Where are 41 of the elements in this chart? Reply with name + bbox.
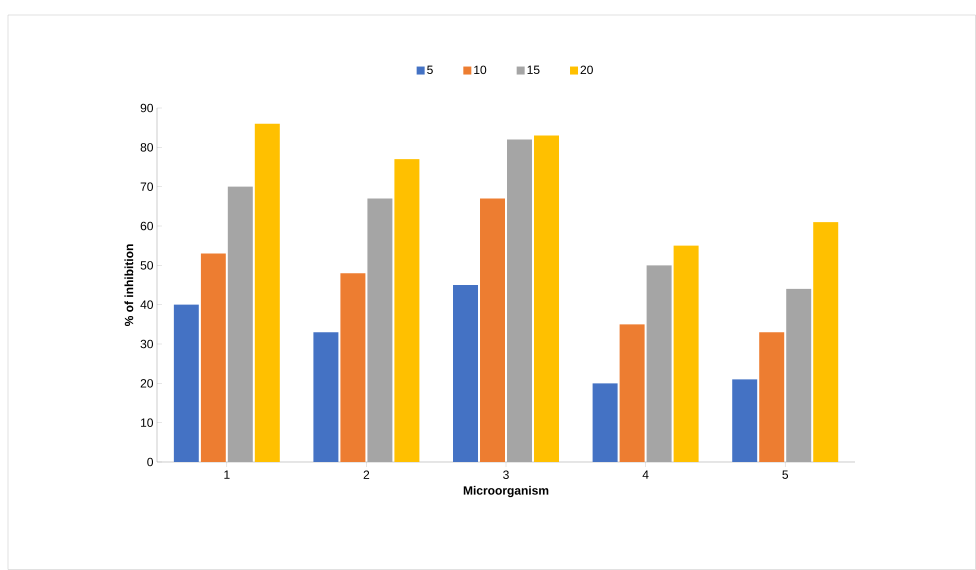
bar [507, 139, 532, 462]
y-tick-label: 50 [140, 261, 154, 270]
y-axis-title: % of inhibition [124, 244, 134, 326]
y-tick-label: 80 [140, 143, 154, 152]
legend-label: 10 [474, 66, 486, 74]
bar [786, 288, 812, 462]
y-tick-label: 30 [140, 340, 154, 348]
x-tick-label: 4 [642, 470, 649, 479]
bar [646, 265, 672, 462]
bar [340, 273, 366, 462]
bar [620, 324, 645, 462]
y-tick-label: 40 [140, 300, 154, 309]
legend-label: 5 [427, 66, 433, 74]
bar [674, 246, 699, 462]
bar [174, 304, 199, 462]
y-tick-label: 60 [140, 222, 154, 230]
y-tick-label: 70 [140, 182, 154, 191]
x-tick-label: 5 [782, 470, 788, 479]
bar [254, 124, 280, 462]
x-tick-label: 1 [224, 470, 230, 479]
bar [592, 383, 618, 462]
y-tick-label: 20 [140, 379, 154, 388]
x-tick-label: 3 [503, 470, 509, 480]
bar [367, 198, 392, 462]
bar [480, 198, 506, 462]
bar [453, 285, 478, 462]
bar [732, 379, 758, 462]
y-tick-label: 0 [147, 458, 154, 466]
legend-label: 20 [580, 66, 593, 74]
bar [759, 332, 784, 462]
x-tick-label: 2 [364, 470, 370, 479]
bar [228, 186, 253, 462]
bar [813, 222, 838, 462]
bar [200, 254, 226, 462]
x-axis-title: Microorganism [464, 486, 548, 498]
bar [313, 332, 338, 462]
bar [394, 159, 420, 462]
y-tick-label: 10 [141, 418, 154, 427]
bar [534, 136, 560, 462]
legend-label: 15 [528, 66, 540, 74]
y-tick-label: 90 [140, 104, 154, 112]
